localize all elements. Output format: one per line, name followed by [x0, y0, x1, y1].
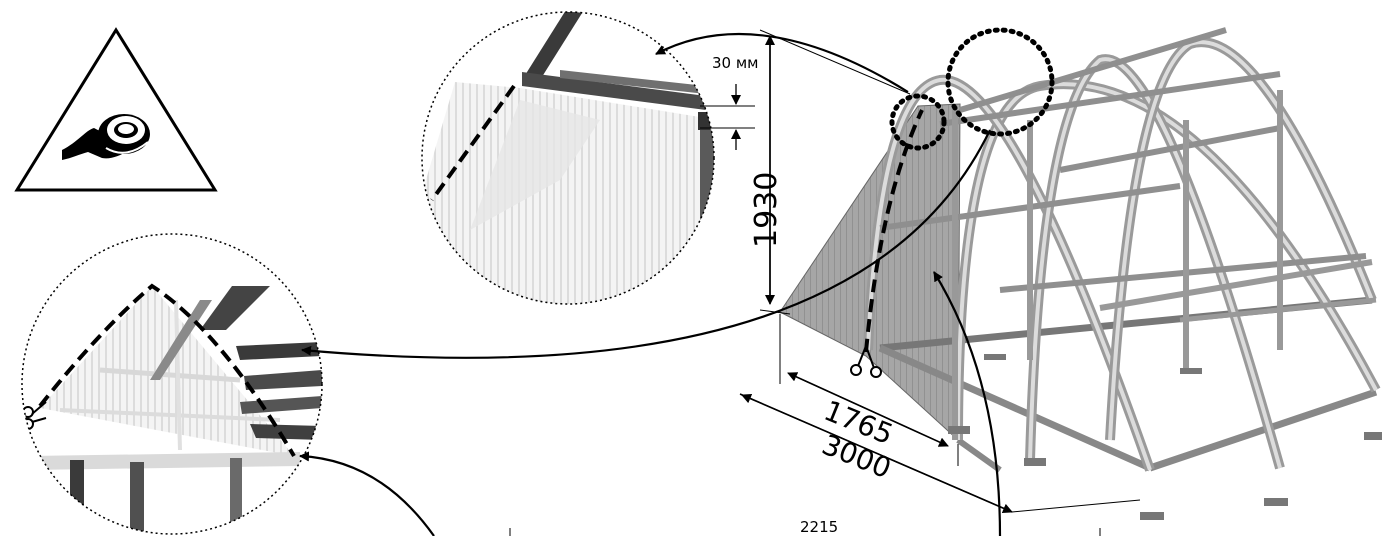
detail-circle-left: [21, 233, 323, 535]
bottom-dimension-label: 2215: [800, 518, 838, 536]
scissors-icon-main: [850, 345, 882, 378]
gap-dimension-label: 30 мм: [712, 54, 759, 72]
tape-warning-icon: [14, 27, 218, 192]
detail-circle-top: 30 мм: [421, 11, 759, 305]
callout-arrows: [299, 32, 1002, 536]
scissors-icon: [22, 401, 47, 430]
height-dimension-label: 1930: [749, 172, 784, 248]
greenhouse-frame: [779, 27, 1382, 520]
